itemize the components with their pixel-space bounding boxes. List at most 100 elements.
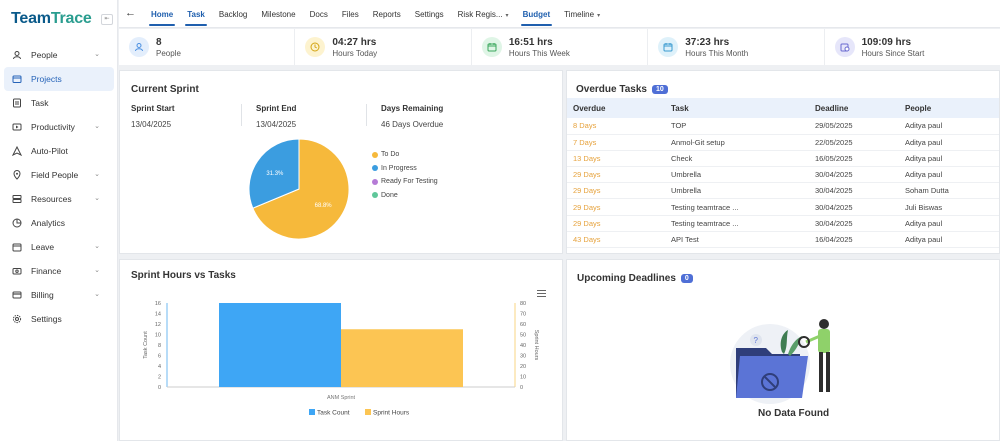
y2-tick-label: 10 [520,375,526,381]
overdue-cell: 29 Days [567,182,665,200]
task-icon [12,98,22,108]
column-header[interactable]: Deadline [809,98,899,118]
days-remaining: Days Remaining 46 Days Overdue [381,104,444,129]
stat-card: 04:27 hrs Hours Today [295,29,472,65]
stat-card: 8 People [119,29,296,65]
pie-slice[interactable] [252,138,350,240]
sidebar-item-resources[interactable]: Resources ⌄ [4,187,114,211]
y2-tick-label: 60 [520,322,526,328]
y-tick-label: 4 [158,364,161,370]
stat-value: 16:51 hrs [508,36,553,48]
sidebar-item-people[interactable]: People ⌄ [4,43,114,67]
finance-icon [12,266,22,276]
bar-task-count[interactable] [219,303,341,387]
stat-label: People [156,48,181,58]
column-header[interactable]: People [899,98,999,118]
chevron-down-icon[interactable]: ⌄ [94,267,100,274]
table-row[interactable]: 29 Days Testing teamtrace ... 30/04/2025 Ju… [567,198,999,216]
sidebar-item-label: Projects [31,74,62,84]
sidebar-item-settings[interactable]: Settings [4,307,114,331]
legend-label[interactable]: Sprint Hours [373,410,410,417]
sidebar-item-finance[interactable]: Finance ⌄ [4,259,114,283]
legend-dot [372,165,378,171]
overdue-cell: 43 Days [567,231,665,249]
brand-logo[interactable]: TeamTrace [11,10,92,27]
current-sprint-title: Current Sprint [131,84,199,95]
table-row[interactable]: 13 Days Check 16/05/2025 Aditya paul [567,150,999,168]
tab-reports[interactable]: Reports [372,9,401,19]
people-cell: Soham Dutta [899,182,999,200]
table-row[interactable]: 8 Days TOP 29/05/2025 Aditya paul [567,118,999,135]
overdue-tasks-table: Overdue Task Deadline People 8 Days TOP 29/05… [567,98,999,249]
y-tick-label: 0 [158,385,161,391]
sidebar: TeamTrace ⇤ People ⌄ Projects Task Productiv… [0,0,118,441]
table-row[interactable]: 43 Days API Test 16/04/2025 Aditya paul [567,231,999,249]
chevron-down-icon[interactable]: ⌄ [94,123,100,130]
sidebar-item-label: Analytics [31,218,66,228]
chevron-down-icon[interactable]: ⌄ [94,51,100,58]
sidebar-item-productivity[interactable]: Productivity ⌄ [4,115,114,139]
sidebar-item-label: Auto-Pilot [31,146,68,156]
tab-backlog[interactable]: Backlog [218,9,248,19]
chart-menu-icon[interactable] [537,290,546,299]
chevron-down-icon[interactable]: ⌄ [94,171,100,178]
deadline-cell: 30/04/2025 [809,166,899,184]
sidebar-item-leave[interactable]: Leave ⌄ [4,235,114,259]
y-axis-title: Task Count [143,331,149,359]
tab-home[interactable]: Home [149,9,176,26]
overdue-cell: 13 Days [567,150,665,168]
tab-risk-regis[interactable]: Risk Regis... ▾ [457,9,509,19]
sidebar-item-auto-pilot[interactable]: Auto-Pilot [4,139,114,163]
sidebar-item-billing[interactable]: Billing ⌄ [4,283,114,307]
column-header[interactable]: Overdue [567,98,665,118]
stat-label: Hours This Month [685,48,749,58]
column-header[interactable]: Task [665,98,809,118]
x-category-label: ANM Sprint [327,395,356,401]
table-row[interactable]: 29 Days Testing teamtrace ... 30/04/2025 Ad… [567,215,999,232]
overdue-tasks-title: Overdue Tasks 10 [576,84,668,95]
sidebar-item-projects[interactable]: Projects [4,67,114,91]
pie-slice-label: 68.8% [315,203,333,209]
chevron-down-icon[interactable]: ⌄ [94,291,100,298]
task-cell: Check [665,150,809,168]
sprint-start: Sprint Start 13/04/2025 [131,104,175,129]
pie-slice[interactable] [248,138,300,209]
legend-label[interactable]: Task Count [317,410,350,417]
deadline-cell: 30/04/2025 [809,182,899,200]
chevron-down-icon[interactable]: ⌄ [94,195,100,202]
bar-sprint-hours[interactable] [341,329,463,387]
pie-legend-item[interactable]: Ready For Testing [372,178,438,185]
sidebar-item-label: Productivity [31,122,75,132]
tab-milestone[interactable]: Milestone [261,9,296,19]
overdue-count-badge: 10 [651,84,668,94]
sidebar-item-task[interactable]: Task [4,91,114,115]
sidebar-item-label: Task [31,98,49,108]
leave-icon [12,242,22,252]
tab-docs[interactable]: Docs [309,9,328,19]
pie-legend-item[interactable]: To Do [372,151,399,158]
pie-legend-item[interactable]: In Progress [372,165,417,172]
sprint-hours-title: Sprint Hours vs Tasks [131,270,236,281]
tab-task[interactable]: Task [185,9,207,26]
tab-timeline[interactable]: Timeline ▾ [564,9,601,19]
chevron-down-icon[interactable]: ⌄ [94,243,100,250]
table-row[interactable]: 7 Days Anmol-Git setup 22/05/2025 Aditya pa… [567,134,999,151]
y2-axis-title: Sprint Hours [533,330,539,361]
sidebar-collapse-button[interactable]: ⇤ [101,14,113,25]
chevron-down-icon: ▾ [505,12,509,19]
calendar-icon [658,37,679,57]
table-row[interactable]: 29 Days Umbrella 30/04/2025 Soham Dutta [567,182,999,200]
pie-legend-item[interactable]: Done [372,192,398,199]
y2-tick-label: 20 [520,364,526,370]
stat-label: Hours Since Start [861,48,925,58]
back-arrow-icon[interactable]: ← [125,7,136,19]
tab-budget[interactable]: Budget [520,9,552,26]
table-row[interactable]: 29 Days Umbrella 30/04/2025 Aditya paul [567,166,999,184]
tab-files[interactable]: Files [341,9,359,19]
y-tick-label: 6 [158,354,161,360]
sidebar-item-analytics[interactable]: Analytics [4,211,114,235]
people-cell: Aditya paul [899,134,999,151]
calendar-icon [481,37,502,57]
tab-settings[interactable]: Settings [414,9,444,19]
sidebar-item-field-people[interactable]: Field People ⌄ [4,163,114,187]
